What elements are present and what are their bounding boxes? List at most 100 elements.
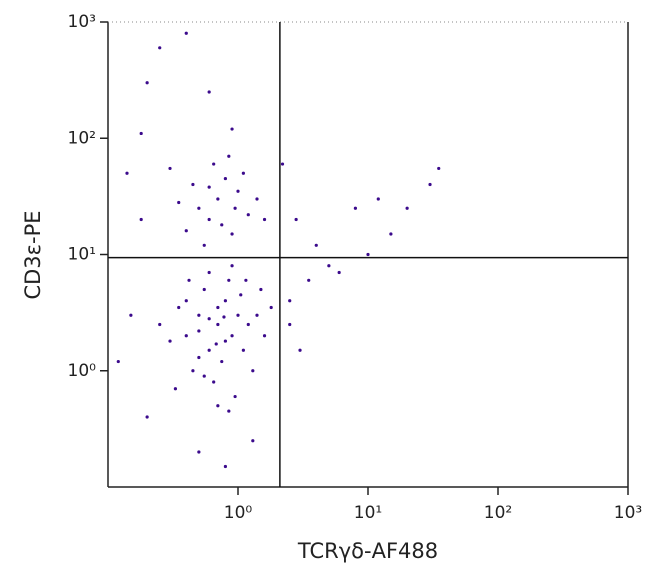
point: [337, 270, 341, 275]
point: [227, 154, 231, 158]
point: [298, 348, 302, 352]
point: [168, 166, 172, 171]
point: [216, 305, 220, 310]
point: [259, 287, 263, 292]
point: [262, 217, 267, 222]
point: [202, 287, 206, 292]
point: [207, 270, 211, 275]
point: [145, 415, 149, 419]
point: [239, 293, 243, 297]
point: [184, 31, 188, 35]
point: [116, 359, 120, 364]
point: [212, 380, 216, 384]
point: [405, 206, 409, 210]
point: [353, 206, 358, 210]
point: [223, 176, 228, 181]
point: [288, 299, 292, 303]
point: [262, 334, 267, 338]
point: [366, 252, 370, 257]
point: [197, 329, 201, 333]
point: [207, 90, 211, 94]
point: [437, 166, 441, 171]
x-tick-label: 10⁰: [224, 503, 253, 523]
point: [139, 131, 143, 136]
point: [212, 162, 216, 166]
point: [220, 359, 224, 364]
point: [184, 334, 188, 338]
point: [125, 171, 129, 175]
point: [202, 243, 206, 247]
point: [227, 409, 231, 413]
point: [236, 189, 240, 193]
point: [197, 206, 201, 210]
point: [207, 317, 211, 321]
point: [307, 278, 311, 282]
point: [214, 342, 218, 346]
point: [129, 313, 133, 317]
x-axis-label: TCRγδ-AF488: [297, 539, 438, 563]
point: [216, 197, 220, 201]
point: [314, 243, 318, 247]
point: [207, 348, 211, 352]
point: [230, 232, 234, 236]
point: [202, 374, 206, 378]
point: [230, 127, 234, 131]
point: [230, 264, 234, 268]
point: [223, 299, 228, 303]
point: [197, 450, 201, 454]
point: [177, 200, 181, 205]
point: [246, 213, 250, 217]
point: [222, 315, 226, 319]
point: [184, 229, 188, 233]
y-tick-label: 10⁰: [68, 361, 97, 381]
point: [428, 182, 432, 187]
point: [233, 394, 237, 399]
point: [191, 182, 195, 187]
y-tick-label: 10¹: [68, 245, 96, 265]
point: [327, 264, 331, 268]
point: [227, 278, 231, 282]
point: [389, 232, 393, 236]
x-tick-label: 10²: [484, 503, 512, 523]
point: [294, 217, 298, 222]
x-tick-label: 10³: [614, 503, 642, 523]
point: [246, 322, 250, 327]
point: [207, 185, 211, 189]
point: [216, 322, 220, 327]
point: [197, 355, 201, 360]
point: [197, 313, 201, 317]
y-axis-label: CD3ε-PE: [21, 210, 45, 299]
point: [223, 464, 228, 469]
y-tick-label: 10²: [68, 128, 96, 148]
point: [158, 322, 162, 327]
point: [230, 334, 234, 338]
point: [280, 162, 285, 166]
point: [241, 348, 245, 352]
point: [191, 369, 195, 373]
x-tick-label: 10¹: [354, 503, 382, 523]
point: [251, 439, 255, 443]
point: [139, 217, 143, 222]
point: [251, 369, 255, 373]
point: [187, 278, 191, 282]
point: [145, 81, 149, 85]
point: [177, 305, 181, 310]
point: [241, 171, 245, 175]
point: [216, 404, 220, 408]
point: [255, 313, 259, 317]
y-tick-label: 10³: [68, 12, 96, 32]
point: [269, 305, 273, 310]
point: [184, 299, 188, 303]
point: [173, 387, 178, 391]
point: [288, 322, 292, 327]
point: [244, 278, 248, 282]
point: [233, 206, 237, 210]
point: [223, 339, 228, 343]
point: [236, 313, 240, 317]
point: [220, 223, 224, 227]
point: [207, 217, 211, 222]
point: [255, 197, 259, 201]
point: [168, 339, 172, 343]
point: [158, 46, 162, 50]
